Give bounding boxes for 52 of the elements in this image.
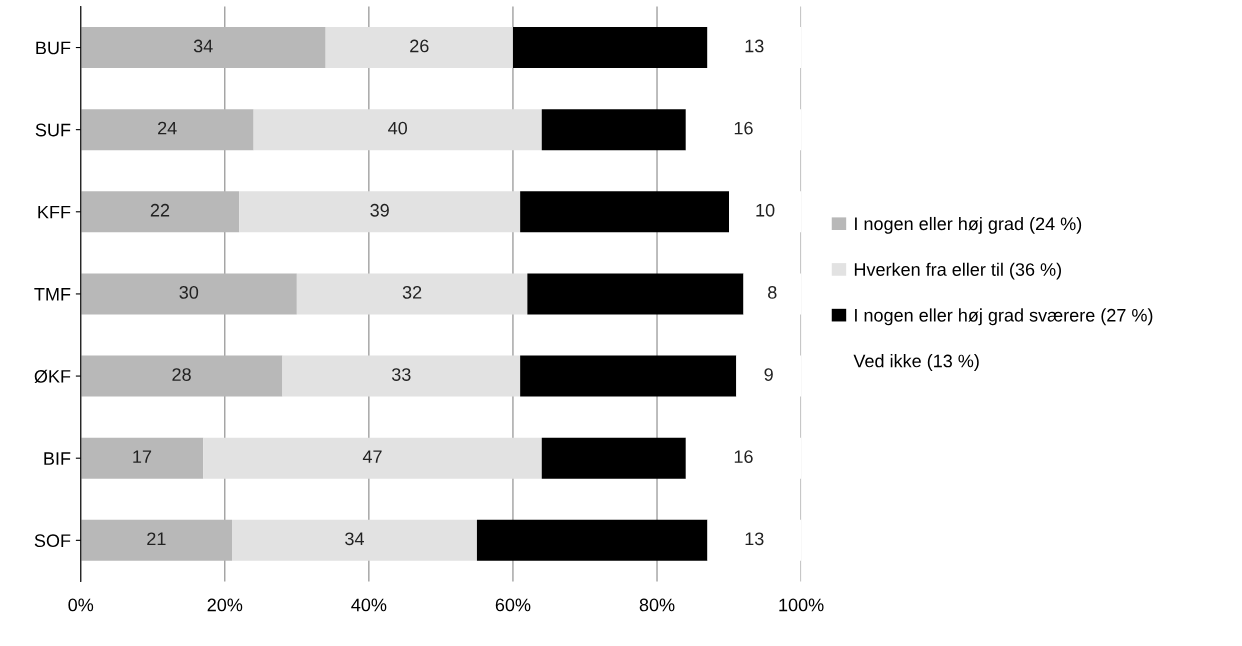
data-label: 13 [745, 39, 764, 53]
data-label: 30 [179, 285, 199, 299]
bar [80, 519, 233, 561]
data-label: 32 [402, 285, 422, 299]
data-label: 8 [768, 285, 777, 299]
bar [80, 26, 326, 69]
data-label: 39 [370, 203, 389, 217]
data-label: 16 [734, 121, 753, 135]
bar [80, 109, 254, 151]
data-label: 24 [158, 121, 177, 135]
data-label: 26 [410, 39, 429, 53]
y-tick-label: KFF [38, 205, 71, 219]
legend-label: Hverken fra eller til (36 %) [854, 262, 1061, 280]
data-label: 28 [172, 368, 191, 381]
data-label: 22 [150, 203, 170, 217]
data-label: 34 [193, 39, 213, 53]
data-label: 17 [133, 450, 152, 463]
y-tick-label: ØKF [34, 369, 71, 384]
data-label: 10 [756, 203, 775, 217]
bar [80, 355, 283, 397]
bar [232, 519, 477, 561]
x-tick-label: 0% [68, 598, 94, 612]
x-tick-label: 80% [639, 598, 675, 612]
data-label: 34 [345, 532, 364, 546]
x-tick-label: 40% [351, 598, 387, 612]
x-tick-label: 60% [495, 598, 531, 612]
y-tick-label: SUF [35, 123, 71, 137]
bar [239, 191, 521, 233]
bar [296, 273, 528, 315]
y-tick-label: BIF [44, 452, 71, 465]
bar [203, 437, 542, 479]
y-tick-label: TMF [34, 288, 71, 301]
data-label: 13 [745, 532, 764, 546]
bar [80, 273, 297, 315]
bar [325, 26, 513, 69]
data-label: 16 [734, 450, 753, 464]
legend-label: I nogen eller høj grad sværere (27 %) [855, 308, 1153, 326]
data-label: 40 [388, 121, 408, 135]
x-tick-label: 100% [779, 598, 824, 612]
bar [282, 355, 521, 397]
x-tick-label: 20% [207, 598, 243, 612]
legend-label: I nogen eller høj grad (24 %) [855, 216, 1082, 234]
y-tick-label: BUF [36, 41, 71, 55]
data-label: 33 [391, 368, 411, 381]
bar [80, 437, 204, 479]
y-tick-label: SOF [34, 534, 71, 548]
text: Ved ikke (13 %) [853, 354, 979, 371]
bar [80, 191, 240, 233]
bar [253, 109, 542, 151]
data-label: 9 [764, 368, 773, 381]
data-label: 21 [147, 532, 166, 545]
data-label: 47 [362, 450, 382, 463]
